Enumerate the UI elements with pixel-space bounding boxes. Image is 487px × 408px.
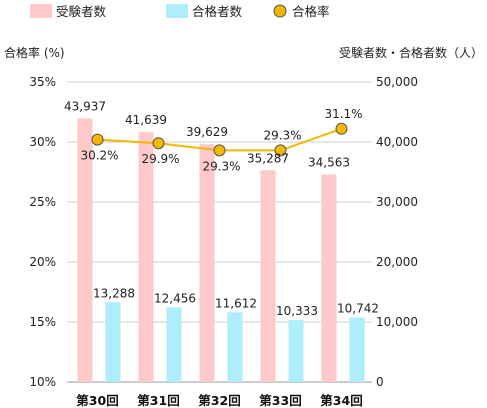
category-label: 第33回 [259, 393, 301, 408]
legend-label: 合格者数 [192, 4, 243, 19]
left-tick-label: 30% [29, 135, 56, 149]
rate-value-label: 29.3% [263, 128, 301, 142]
exam-value-label: 39,629 [186, 125, 228, 139]
rate-point [213, 144, 226, 157]
pass-value-label: 11,612 [215, 296, 257, 310]
exam-bar [199, 144, 215, 382]
rate-value-label: 29.9% [141, 152, 179, 166]
rate-point [274, 144, 287, 157]
category-label: 第30回 [76, 393, 118, 408]
rate-line [91, 122, 348, 157]
right-tick-label: 50,000 [376, 75, 418, 89]
exam-value-label: 43,937 [64, 99, 106, 113]
category-labels: 第30回 第31回 第32回 第33回 第34回 [76, 393, 362, 408]
left-axis-ticks: 10% 15% 20% 25% 30% 35% [29, 75, 56, 389]
exam-bar [77, 118, 93, 383]
right-tick-label: 20,000 [376, 255, 418, 269]
legend-label: 受験者数 [56, 4, 107, 19]
right-axis-ticks: 0 10,000 20,000 30,000 40,000 50,000 [376, 75, 418, 389]
pass-bar [349, 317, 365, 382]
right-tick-label: 40,000 [376, 135, 418, 149]
category-label: 第32回 [198, 393, 240, 408]
exam-bar [260, 170, 276, 382]
legend-swatch [273, 4, 287, 18]
legend-swatch [30, 4, 52, 18]
right-tick-label: 30,000 [376, 195, 418, 209]
pass-value-label: 12,456 [154, 291, 196, 305]
left-tick-label: 10% [29, 375, 56, 389]
left-tick-label: 15% [29, 315, 56, 329]
category-label: 第34回 [320, 393, 362, 408]
exam-bar [138, 132, 154, 382]
rate-value-label: 30.2% [80, 149, 118, 163]
rate-point [335, 122, 348, 135]
rate-point [91, 133, 104, 146]
left-axis-title: 合格率 (%) [4, 45, 65, 60]
left-tick-label: 25% [29, 195, 56, 209]
legend: 受験者数 合格者数 合格率 [30, 4, 330, 19]
pass-value-label: 10,333 [276, 304, 318, 318]
data-labels: 43,937 13,288 41,639 12,456 39,629 11,612 35,2… [64, 99, 379, 318]
rate-value-label: 31.1% [324, 107, 362, 121]
pass-value-label: 13,288 [93, 286, 135, 300]
exam-value-label: 41,639 [125, 113, 167, 127]
exam-bar [321, 174, 337, 382]
pass-bar [166, 307, 182, 382]
left-tick-label: 35% [29, 75, 56, 89]
pass-bar [105, 302, 121, 382]
legend-swatch [166, 4, 188, 18]
pass-bar [288, 320, 304, 382]
right-tick-label: 10,000 [376, 315, 418, 329]
right-axis-title: 受験者数・合格者数（人） [339, 45, 483, 60]
pass-bar [227, 312, 243, 382]
bars [77, 118, 365, 383]
left-tick-label: 20% [29, 255, 56, 269]
rate-point [152, 137, 165, 150]
pass-value-label: 10,742 [337, 302, 379, 316]
category-label: 第31回 [137, 393, 179, 408]
rate-value-label: 29.3% [202, 159, 240, 173]
exam-value-label: 35,287 [247, 151, 289, 165]
exam-value-label: 34,563 [308, 156, 350, 170]
legend-label: 合格率 [292, 4, 330, 19]
right-tick-label: 0 [376, 375, 384, 389]
